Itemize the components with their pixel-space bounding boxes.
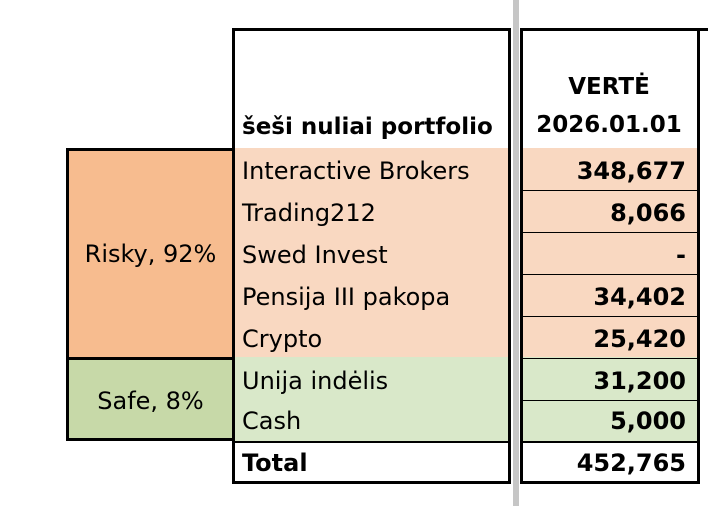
- total-label-cell[interactable]: [232, 441, 511, 484]
- value-row-line-4: [523, 316, 697, 317]
- total-value-cell[interactable]: [520, 441, 700, 484]
- row-value-pensija-iii-pakopa: 34,402: [593, 283, 686, 311]
- risky-group-label: Risky, 92%: [84, 240, 217, 268]
- row-label-interactive-brokers: Interactive Brokers: [242, 157, 470, 185]
- row-value-crypto: 25,420: [593, 325, 686, 353]
- value-row-line-3: [523, 274, 697, 275]
- total-value: 452,765: [576, 449, 686, 477]
- row-label-unija-indelis: Unija indėlis: [242, 367, 389, 395]
- value-row-line-6: [523, 400, 697, 401]
- value-header-cell[interactable]: [520, 28, 708, 151]
- row-value-interactive-brokers: 348,677: [576, 157, 686, 185]
- row-label-pensija-iii-pakopa: Pensija III pakopa: [242, 283, 451, 311]
- value-row-line-5: [523, 358, 697, 359]
- value-header-line1: VERTĖ: [568, 74, 650, 100]
- value-header-right-border: [697, 28, 700, 151]
- portfolio-header-title: šeši nuliai portfolio: [242, 114, 493, 140]
- row-value-trading212: 8,066: [610, 199, 686, 227]
- total-label: Total: [242, 449, 308, 477]
- row-label-cash: Cash: [242, 407, 302, 435]
- safe-label-block: [232, 357, 511, 441]
- risky-value-block: [520, 148, 700, 360]
- row-value-cash: 5,000: [610, 407, 686, 435]
- risky-label-block: [232, 148, 511, 360]
- safe-group-cell[interactable]: [66, 357, 235, 441]
- safe-value-block: [520, 357, 700, 441]
- row-label-crypto: Crypto: [242, 325, 323, 353]
- column-divider: [513, 0, 519, 506]
- value-row-line-1: [523, 190, 697, 191]
- portfolio-header-cell[interactable]: [232, 28, 511, 151]
- row-value-swed-invest: -: [676, 241, 686, 269]
- value-row-line-2: [523, 232, 697, 233]
- row-value-unija-indelis: 31,200: [593, 367, 686, 395]
- row-label-trading212: Trading212: [242, 199, 376, 227]
- row-label-swed-invest: Swed Invest: [242, 241, 388, 269]
- value-header-line2: 2026.01.01: [536, 112, 682, 138]
- safe-group-label: Safe, 8%: [97, 387, 204, 415]
